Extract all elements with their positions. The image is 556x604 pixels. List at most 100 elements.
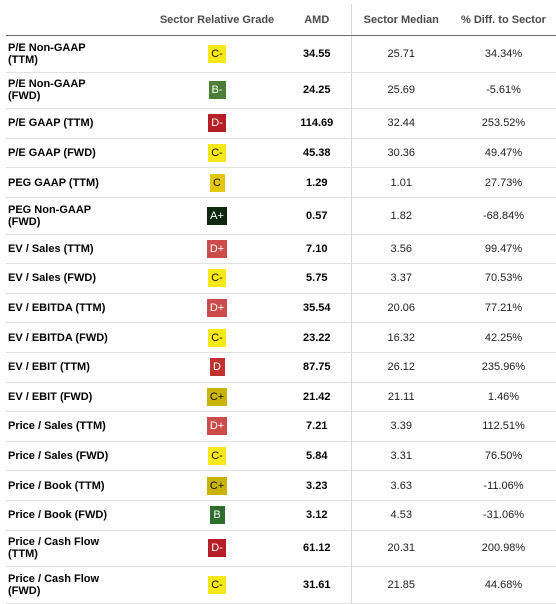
- grade-badge: C-: [208, 44, 226, 63]
- grade-badge: D+: [206, 417, 228, 436]
- table-header: Sector Relative Grade AMD Sector Median …: [6, 4, 556, 36]
- grade-cell: C+: [151, 470, 283, 501]
- metric-name-line: P/E Non-GAAP: [8, 78, 86, 91]
- grade-cell: C-: [151, 35, 283, 73]
- diff-to-sector-value: 49.47%: [451, 138, 556, 169]
- grade-cell: C+: [151, 382, 283, 413]
- company-value: 23.22: [283, 322, 351, 353]
- metric-name-line: EV / EBIT (TTM): [8, 361, 90, 374]
- metric-name-line: (FWD): [8, 215, 41, 228]
- company-value: 3.23: [283, 470, 351, 501]
- grade-badge: C-: [208, 447, 226, 466]
- grade-cell: D+: [151, 234, 283, 265]
- table-row: PEG Non-GAAP (FWD) A+ 0.57 1.82 -68.84%: [6, 197, 556, 235]
- grade-cell: D-: [151, 530, 283, 568]
- metric-name-line: EV / EBITDA (FWD): [8, 331, 108, 344]
- table-row: Price / Book (TTM) C+ 3.23 3.63 -11.06%: [6, 470, 556, 501]
- table-row: EV / Sales (FWD) C- 5.75 3.37 70.53%: [6, 263, 556, 294]
- company-value: 0.57: [283, 197, 351, 235]
- diff-to-sector-value: 1.46%: [451, 382, 556, 413]
- sector-median-value: 1.82: [350, 197, 451, 235]
- grade-cell: C-: [151, 322, 283, 353]
- grade-cell: C-: [151, 263, 283, 294]
- grade-badge: D: [209, 358, 225, 377]
- company-value: 3.12: [283, 500, 351, 531]
- metric-name-line: (TTM): [8, 53, 38, 66]
- table-row: Price / Cash Flow (FWD) C- 31.61 21.85 44.68%: [6, 566, 556, 604]
- diff-to-sector-value: 99.47%: [451, 234, 556, 265]
- table-row: P/E GAAP (FWD) C- 45.38 30.36 49.47%: [6, 138, 556, 169]
- header-row: Sector Relative Grade AMD Sector Median …: [6, 4, 556, 36]
- grade-cell: D: [151, 352, 283, 383]
- metric-name: EV / EBITDA (FWD): [6, 322, 151, 353]
- sector-median-value: 3.31: [350, 441, 451, 472]
- metric-name-line: Price / Book (FWD): [8, 509, 108, 522]
- sector-median-value: 3.63: [350, 470, 451, 501]
- diff-to-sector-value: -5.61%: [451, 72, 556, 110]
- diff-to-sector-value: -31.06%: [451, 500, 556, 531]
- grade-badge: C+: [206, 387, 228, 406]
- sector-median-value: 20.31: [350, 530, 451, 568]
- table-row: P/E GAAP (TTM) D- 114.69 32.44 253.52%: [6, 108, 556, 139]
- metric-name-line: PEG Non-GAAP: [8, 203, 92, 216]
- company-value: 21.42: [283, 382, 351, 413]
- valuation-table: Sector Relative Grade AMD Sector Median …: [6, 4, 556, 604]
- diff-to-sector-value: 77.21%: [451, 293, 556, 324]
- grade-cell: D+: [151, 411, 283, 442]
- company-value: 114.69: [283, 108, 351, 139]
- company-value: 1.29: [283, 167, 351, 198]
- table-row: EV / Sales (TTM) D+ 7.10 3.56 99.47%: [6, 234, 556, 265]
- company-value: 7.10: [283, 234, 351, 265]
- sector-median-value: 20.06: [350, 293, 451, 324]
- metric-name: PEG Non-GAAP (FWD): [6, 197, 151, 235]
- diff-to-sector-value: 235.96%: [451, 352, 556, 383]
- sector-median-value: 3.39: [350, 411, 451, 442]
- grade-badge: A+: [207, 206, 227, 225]
- diff-to-sector-value: 253.52%: [451, 108, 556, 139]
- diff-to-sector-value: 44.68%: [451, 566, 556, 604]
- grade-cell: D+: [151, 293, 283, 324]
- metric-name: Price / Sales (TTM): [6, 411, 151, 442]
- metric-name: P/E Non-GAAP (TTM): [6, 35, 151, 73]
- sector-median-value: 30.36: [350, 138, 451, 169]
- grade-badge: B: [209, 506, 225, 525]
- grade-badge: D-: [208, 114, 226, 133]
- grade-badge: C-: [208, 144, 226, 163]
- metric-name-line: PEG GAAP (TTM): [8, 176, 99, 189]
- metric-name-line: P/E GAAP (TTM): [8, 117, 94, 130]
- diff-to-sector-value: 70.53%: [451, 263, 556, 294]
- table-row: Price / Book (FWD) B 3.12 4.53 -31.06%: [6, 500, 556, 531]
- table-row: Price / Sales (FWD) C- 5.84 3.31 76.50%: [6, 441, 556, 472]
- company-value: 87.75: [283, 352, 351, 383]
- metric-name-line: EV / EBITDA (TTM): [8, 302, 106, 315]
- metric-name: Price / Book (FWD): [6, 500, 151, 531]
- header-sector-relative-grade[interactable]: Sector Relative Grade: [151, 4, 283, 36]
- company-value: 61.12: [283, 530, 351, 568]
- header-metric: [6, 4, 151, 36]
- metric-name: PEG GAAP (TTM): [6, 167, 151, 198]
- table-row: P/E Non-GAAP (FWD) B- 24.25 25.69 -5.61%: [6, 72, 556, 110]
- table-row: EV / EBIT (FWD) C+ 21.42 21.11 1.46%: [6, 382, 556, 413]
- metric-name-line: Price / Sales (TTM): [8, 420, 106, 433]
- grade-cell: A+: [151, 197, 283, 235]
- sector-median-value: 3.37: [350, 263, 451, 294]
- header-diff-to-sector[interactable]: % Diff. to Sector: [451, 4, 556, 36]
- metric-name: Price / Cash Flow (FWD): [6, 566, 151, 604]
- metric-name-line: (FWD): [8, 90, 41, 103]
- metric-name: Price / Cash Flow (TTM): [6, 530, 151, 568]
- metric-name: EV / Sales (FWD): [6, 263, 151, 294]
- metric-name: Price / Book (TTM): [6, 470, 151, 501]
- table-row: EV / EBIT (TTM) D 87.75 26.12 235.96%: [6, 352, 556, 383]
- metric-name: P/E GAAP (FWD): [6, 138, 151, 169]
- sector-median-value: 16.32: [350, 322, 451, 353]
- header-sector-median[interactable]: Sector Median: [350, 4, 451, 36]
- diff-to-sector-value: 27.73%: [451, 167, 556, 198]
- company-value: 24.25: [283, 72, 351, 110]
- metric-name: Price / Sales (FWD): [6, 441, 151, 472]
- sector-median-value: 32.44: [350, 108, 451, 139]
- company-value: 31.61: [283, 566, 351, 604]
- metric-name-line: (TTM): [8, 548, 38, 561]
- company-value: 5.84: [283, 441, 351, 472]
- header-company[interactable]: AMD: [283, 4, 351, 36]
